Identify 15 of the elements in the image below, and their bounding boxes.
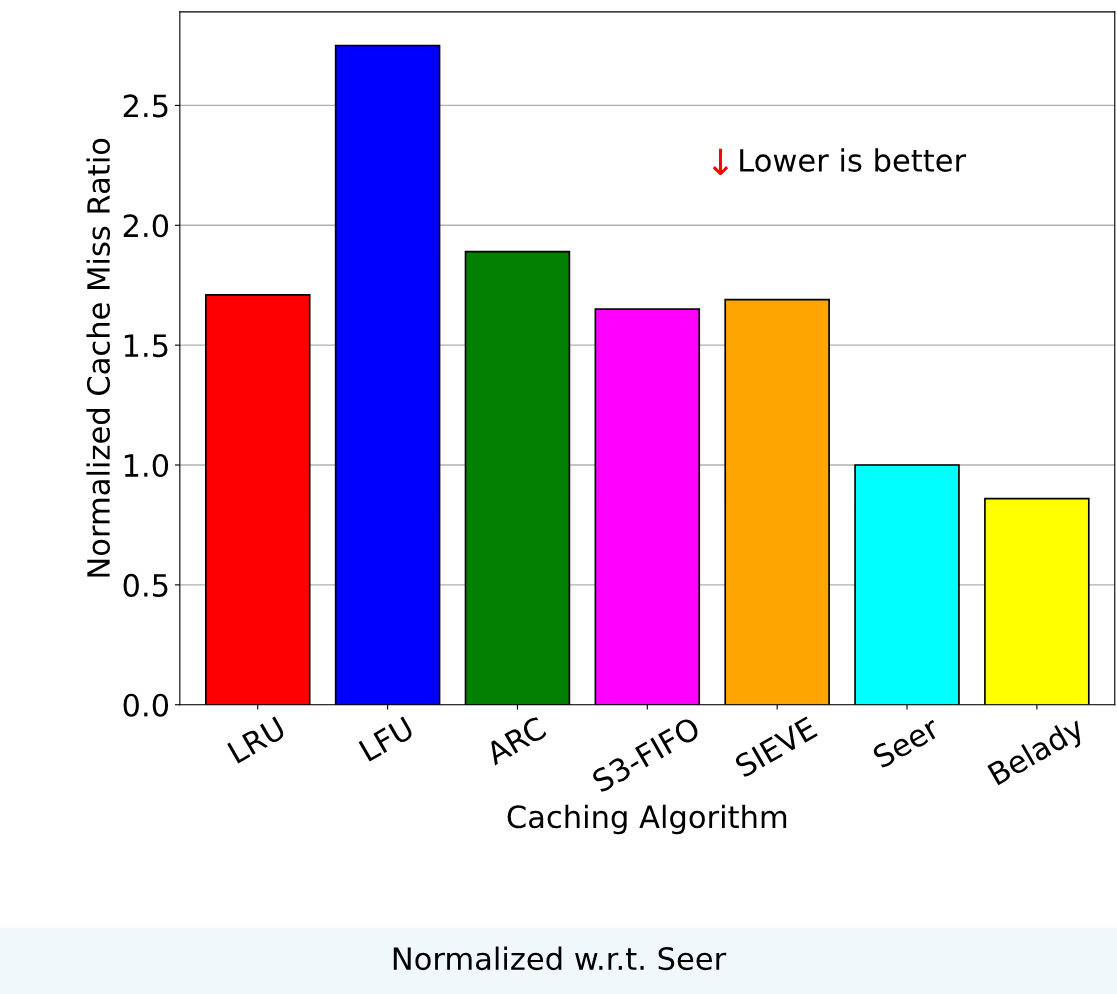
y-tick-label: 1.5: [124, 334, 168, 358]
x-tick-label: LFU: [358, 716, 415, 762]
y-tick-label: 0.5: [123, 573, 168, 597]
y-tick-label: 0.0: [123, 693, 169, 717]
y-tick-label: 2.0: [123, 214, 169, 238]
x-tick-label: LRU: [227, 716, 287, 764]
annotation: Lower is better: [740, 148, 967, 172]
text: Normalized w.r.t. Seer: [393, 946, 727, 971]
y-tick-label: 2.5: [123, 94, 168, 118]
y-tick-label: 1.0: [124, 453, 169, 478]
x-tick-label: Seer: [871, 714, 942, 769]
x-tick-label: ARC: [483, 715, 548, 766]
y-axis-title: Normalized Cache Miss Ratio: [86, 138, 111, 577]
annotation: ↓: [712, 148, 729, 176]
x-axis-title: Caching Algorithm: [507, 804, 787, 835]
